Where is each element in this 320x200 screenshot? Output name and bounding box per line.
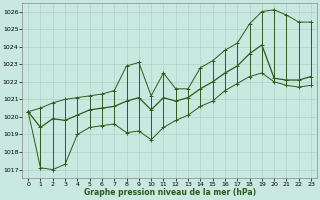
X-axis label: Graphe pression niveau de la mer (hPa): Graphe pression niveau de la mer (hPa) xyxy=(84,188,256,197)
